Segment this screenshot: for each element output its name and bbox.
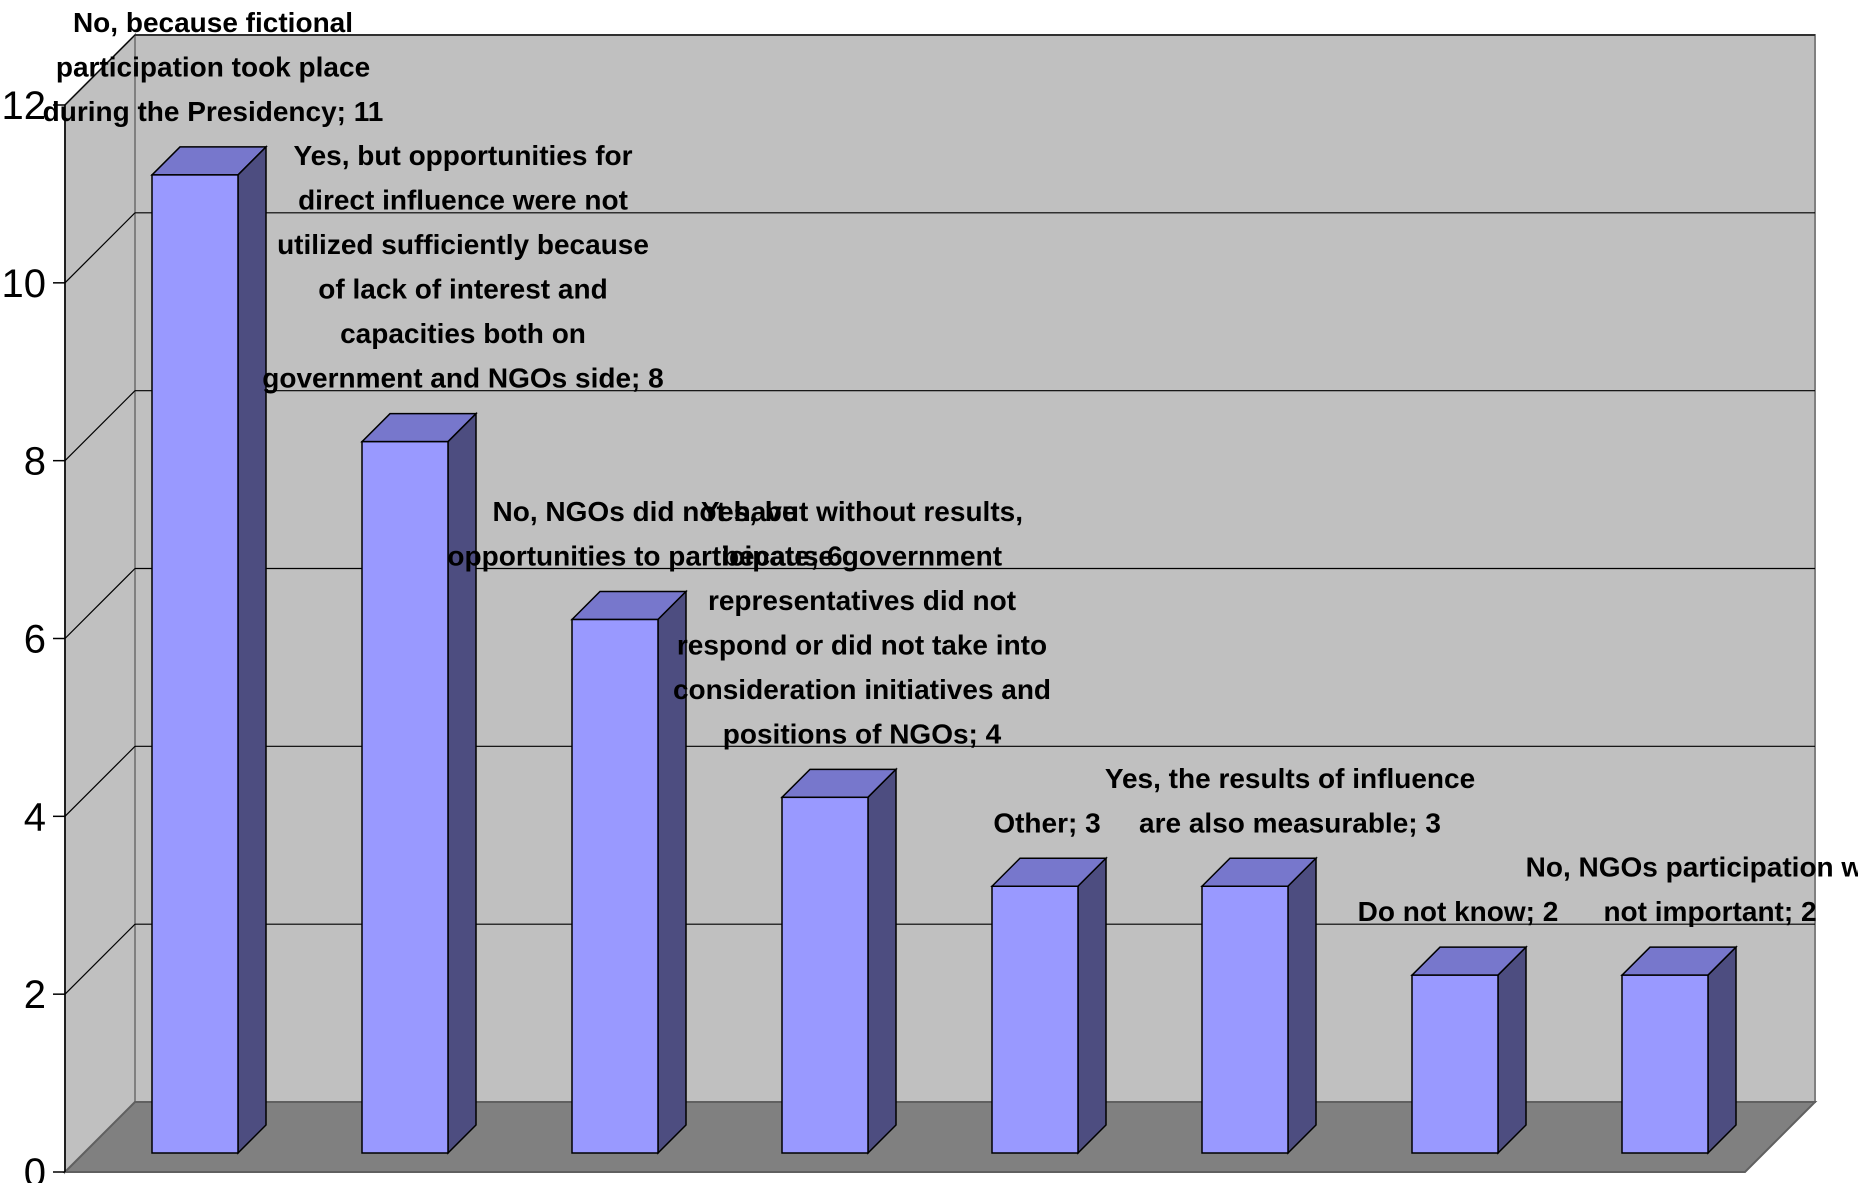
- bar: [1620, 945, 1738, 1155]
- bar-side: [867, 767, 897, 1155]
- bar: [1410, 945, 1528, 1155]
- data-label-line: of lack of interest and: [318, 274, 607, 305]
- bar-front: [1411, 974, 1499, 1154]
- y-tick-label: 12: [2, 84, 47, 128]
- bar: [360, 411, 478, 1155]
- y-axis: 0 2 4 6 8 10 12: [2, 84, 66, 1183]
- gridline-side: [64, 212, 136, 284]
- gridline-side: [64, 745, 136, 817]
- y-tick-label: 6: [24, 618, 46, 662]
- data-label-line: Yes, the results of influence: [1105, 763, 1475, 794]
- data-label-line: respond or did not take into: [677, 629, 1047, 660]
- gridline-side: [64, 923, 136, 995]
- data-label: Yes, the results of influence are also me…: [1105, 763, 1475, 839]
- data-label: Yes, but without results, because governm…: [673, 496, 1051, 750]
- gridline-side: [64, 390, 136, 462]
- bar-side: [1707, 945, 1737, 1155]
- data-label-line: No, because fictional: [73, 7, 353, 38]
- data-label-line: consideration initiatives and: [673, 674, 1051, 705]
- data-label-line: opportunities to participate; 6: [447, 541, 842, 572]
- data-label-line: representatives did not: [708, 585, 1016, 616]
- data-label-line: because government: [722, 540, 1002, 571]
- y-tick-label: 10: [2, 262, 47, 306]
- bar-side: [1497, 945, 1527, 1155]
- bar-side: [237, 145, 267, 1155]
- bar-side: [1077, 856, 1107, 1155]
- bar-front: [1621, 974, 1709, 1154]
- bar: [780, 767, 898, 1155]
- bar: [570, 589, 688, 1155]
- data-label-line: government and NGOs side; 8: [262, 363, 663, 394]
- data-labels: No, because fictional participation took …: [43, 7, 1858, 927]
- bar-side: [447, 411, 477, 1155]
- data-label-line: Yes, but without results,: [701, 496, 1023, 527]
- data-label-line: Other; 3: [993, 807, 1100, 838]
- data-label-line: utilized sufficiently because: [277, 229, 649, 260]
- data-label-line: No, NGOs participation was: [1526, 852, 1858, 883]
- data-label: No, because fictional participation took …: [43, 7, 384, 127]
- bar: [990, 856, 1108, 1155]
- bar: [1200, 856, 1318, 1155]
- data-label: Do not know; 2: [1358, 896, 1559, 927]
- data-label: No, NGOs did not have opportunities to pa…: [447, 496, 842, 572]
- data-label-line: No, NGOs did not have: [493, 496, 798, 527]
- y-tick-label: 4: [24, 795, 46, 839]
- gridline-side: [64, 34, 136, 106]
- data-label: Yes, but opportunities for direct influen…: [262, 140, 663, 393]
- data-label-line: Yes, but opportunities for: [293, 140, 632, 171]
- bar-front: [991, 885, 1079, 1154]
- gridline-side: [64, 568, 136, 639]
- bar-front: [151, 174, 239, 1154]
- data-label-line: are also measurable; 3: [1139, 807, 1441, 838]
- y-tick-label: 2: [24, 973, 46, 1017]
- data-label-line: direct influence were not: [298, 185, 628, 216]
- y-tick-label: 8: [24, 440, 46, 484]
- bar-front: [1201, 885, 1289, 1154]
- bar-side: [1287, 856, 1317, 1155]
- data-label-line: positions of NGOs; 4: [723, 718, 1002, 749]
- data-label: Other; 3: [993, 807, 1100, 838]
- data-label-line: Do not know; 2: [1358, 896, 1559, 927]
- data-label-line: capacities both on: [340, 318, 586, 349]
- floor: [62, 1101, 1818, 1173]
- data-label-line: participation took place: [56, 51, 370, 82]
- bar: [150, 145, 268, 1155]
- bar-front: [781, 796, 869, 1154]
- data-label: No, NGOs participation was not important;…: [1526, 852, 1858, 928]
- data-label-line: not important; 2: [1603, 896, 1816, 927]
- bar-front: [361, 440, 449, 1154]
- data-label-line: during the Presidency; 11: [43, 96, 384, 127]
- y-tick-label: 0: [24, 1151, 46, 1183]
- bar-front: [571, 618, 659, 1154]
- bars: [150, 145, 1738, 1155]
